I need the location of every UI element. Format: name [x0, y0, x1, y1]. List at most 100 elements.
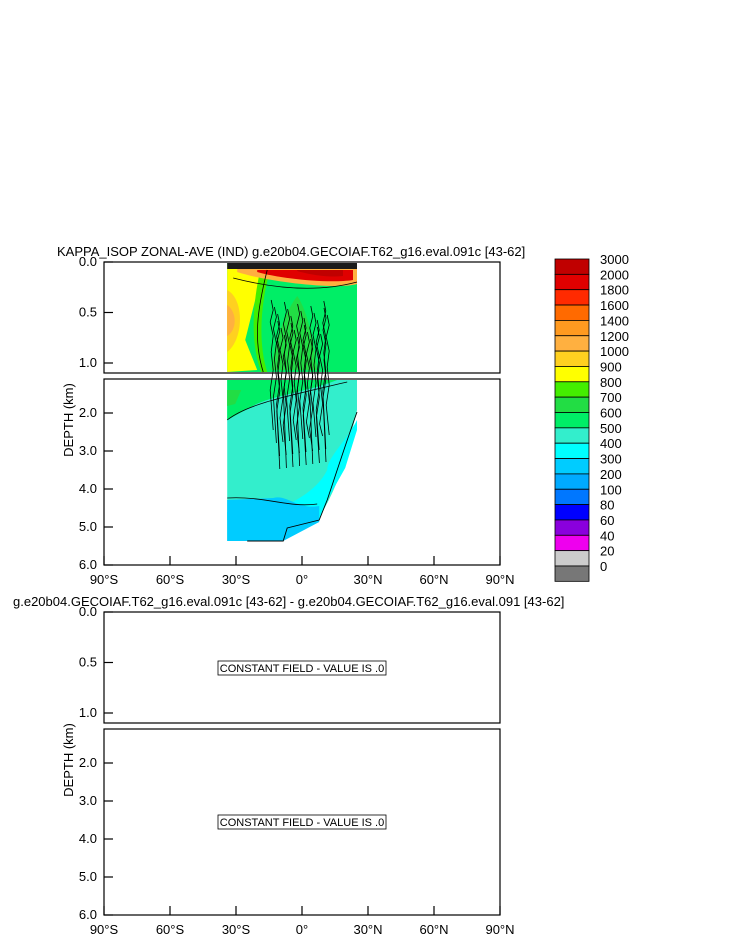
x-tick-label: 90°N: [485, 922, 514, 937]
y-tick-label: 1.0: [79, 705, 97, 720]
colorbar-swatch: [554, 427, 590, 444]
x-tick-label: 60°N: [419, 572, 448, 587]
chart1-field: [226, 263, 358, 542]
field-contour: [315, 326, 320, 464]
y-tick-label: 6.0: [79, 907, 97, 922]
y-tick-label: 5.0: [79, 869, 97, 884]
x-tick-label: 0°: [296, 922, 308, 937]
chart2-lower-note-box: [217, 814, 387, 830]
colorbar-label: 1000: [600, 344, 629, 359]
y-tick-label: 0.5: [79, 655, 97, 670]
colorbar-swatch: [554, 335, 590, 352]
colorbar-swatch: [554, 473, 590, 490]
colorbar-swatch: [554, 273, 590, 291]
x-tick-label: 60°S: [156, 572, 185, 587]
field-contour: [233, 277, 358, 289]
y-tick-label: 3.0: [79, 793, 97, 808]
chart1-upper-frame: [103, 261, 501, 374]
colorbar-swatch: [554, 319, 590, 337]
colorbar-label: 500: [600, 421, 622, 436]
colorbar-label: 0: [600, 559, 607, 574]
field-contour: [309, 305, 314, 465]
colorbar-label: 60: [600, 513, 614, 528]
chart2-upper-note-box: [217, 660, 387, 676]
colorbar-swatch: [554, 504, 590, 521]
field-contour: [247, 411, 358, 542]
colorbar-swatch: [554, 458, 590, 475]
x-tick-label: 30°N: [353, 572, 382, 587]
colorbar-label: 800: [600, 375, 622, 390]
field-contour: [269, 299, 274, 431]
colorbar-swatch: [554, 519, 590, 536]
colorbar-label: 2000: [600, 267, 629, 282]
field-contour: [272, 306, 277, 444]
field-contour: [305, 331, 310, 439]
colorbar-swatch: [554, 289, 590, 306]
x-tick-label: 30°S: [222, 922, 251, 937]
y-tick-label: 0.5: [79, 305, 97, 320]
colorbar-label: 100: [600, 482, 622, 497]
x-tick-label: 30°N: [353, 922, 382, 937]
x-tick-label: 0°: [296, 572, 308, 587]
colorbar-label: 400: [600, 436, 622, 451]
chart2-title: g.e20b04.GECOIAF.T62_g16.eval.091c [43-6…: [13, 594, 564, 609]
chart2-ylabel: DEPTH (km): [61, 723, 76, 797]
colorbar-swatch: [554, 304, 590, 321]
field-contour: [322, 307, 327, 463]
colorbar-swatch: [554, 534, 590, 552]
field-contour: [302, 324, 307, 466]
field-band: [297, 270, 343, 277]
colorbar: 3000200018001600140012001000900800700600…: [554, 252, 629, 582]
y-tick-label: 2.0: [79, 755, 97, 770]
field-contour: [299, 310, 304, 440]
colorbar-swatch: [554, 565, 590, 582]
x-tick-label: 60°S: [156, 922, 185, 937]
field-contour: [312, 312, 317, 438]
colorbar-label: 40: [600, 528, 614, 543]
colorbar-label: 1200: [600, 329, 629, 344]
x-tick-label: 90°S: [90, 922, 119, 937]
chart2-upper-frame: [103, 611, 501, 724]
y-tick-label: 5.0: [79, 519, 97, 534]
colorbar-label: 1400: [600, 313, 629, 328]
chart1-axes: 90°S 60°S 30°S 0° 30°N 60°N 90°N 0.0 0.5 1.0 2.0 3.…: [79, 254, 515, 587]
field-contour: [279, 327, 284, 443]
field-contour: [286, 308, 291, 442]
colorbar-label: 200: [600, 467, 622, 482]
colorbar-label: 700: [600, 390, 622, 405]
field-contour: [276, 320, 281, 470]
colorbar-swatch: [554, 258, 590, 275]
x-tick-label: 60°N: [419, 922, 448, 937]
colorbar-label: 80: [600, 498, 614, 513]
field-contour: [226, 381, 348, 421]
y-tick-label: 6.0: [79, 557, 97, 572]
x-tick-label: 90°S: [90, 572, 119, 587]
field-contour: [325, 314, 330, 436]
colorbar-swatch: [554, 396, 590, 413]
field-band: [227, 305, 235, 336]
colorbar-swatch: [554, 412, 590, 429]
field-band: [227, 390, 242, 406]
field-contour: [319, 333, 324, 437]
field-contour: [282, 301, 287, 469]
field-band: [227, 420, 357, 520]
chart1-ylabel: DEPTH (km): [61, 383, 76, 457]
colorbar-label: 900: [600, 359, 622, 374]
colorbar-swatch: [554, 488, 590, 506]
y-tick-label: 2.0: [79, 405, 97, 420]
field-band: [227, 263, 357, 269]
colorbar-label: 600: [600, 406, 622, 421]
colorbar-label: 1600: [600, 298, 629, 313]
field-contour: [227, 497, 318, 506]
chart2-lower-note: CONSTANT FIELD - VALUE IS .0: [220, 817, 384, 829]
field-contour: [289, 322, 294, 468]
y-tick-label: 4.0: [79, 831, 97, 846]
field-band: [247, 528, 284, 541]
colorbar-swatch: [554, 350, 590, 367]
chart2-upper-note: CONSTANT FIELD - VALUE IS .0: [220, 663, 384, 675]
y-tick-label: 1.0: [79, 355, 97, 370]
colorbar-swatch: [554, 550, 590, 567]
field-contour: [257, 269, 268, 373]
x-tick-label: 30°S: [222, 572, 251, 587]
